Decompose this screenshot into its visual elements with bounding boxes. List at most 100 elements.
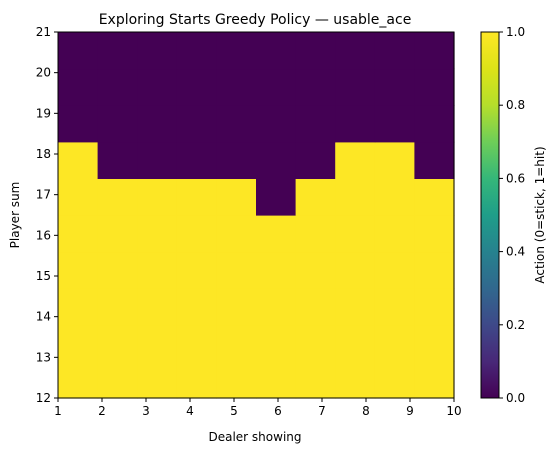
x-tick-label: 3: [142, 404, 150, 418]
heatmap-cell: [176, 251, 217, 289]
heatmap-cell: [374, 141, 415, 179]
heatmap-cell: [335, 324, 376, 362]
heatmap-plot-area: [58, 32, 455, 399]
heatmap-cell: [216, 361, 257, 399]
heatmap-cell: [335, 141, 376, 179]
y-tick-label: 14: [36, 310, 51, 324]
heatmap-cell: [256, 105, 297, 143]
heatmap-cell: [137, 105, 178, 143]
heatmap-cell: [97, 32, 138, 70]
heatmap-cell: [97, 105, 138, 143]
heatmap-cell: [295, 68, 336, 106]
heatmap-cell: [295, 141, 336, 179]
heatmap-cell: [137, 361, 178, 399]
colorbar-ticks: 0.0 0.2 0.4 0.6 0.8 1.0: [499, 25, 525, 405]
heatmap-cell: [335, 251, 376, 289]
heatmap-cell: [97, 361, 138, 399]
heatmap-cell: [374, 361, 415, 399]
heatmap-cell: [58, 178, 99, 216]
heatmap-cell: [97, 288, 138, 326]
heatmap-cell: [137, 324, 178, 362]
y-tick-label: 17: [36, 188, 51, 202]
x-tick-label: 7: [318, 404, 326, 418]
heatmap-cell: [335, 68, 376, 106]
heatmap-cell: [414, 215, 455, 253]
heatmap-cell: [374, 68, 415, 106]
heatmap-cell: [256, 215, 297, 253]
y-tick-label: 15: [36, 269, 51, 283]
x-tick-label: 9: [406, 404, 414, 418]
heatmap-cell: [256, 361, 297, 399]
heatmap-cell: [256, 324, 297, 362]
heatmap-cell: [414, 141, 455, 179]
heatmap-cell: [137, 178, 178, 216]
heatmap-cell: [374, 178, 415, 216]
heatmap-cell: [256, 178, 297, 216]
heatmap-cell: [176, 288, 217, 326]
heatmap-cell: [58, 324, 99, 362]
heatmap-cell: [97, 215, 138, 253]
heatmap-cell: [216, 324, 257, 362]
y-tick-label: 16: [36, 228, 51, 242]
heatmap-cell: [295, 178, 336, 216]
heatmap-cell: [256, 141, 297, 179]
colorbar-label: Action (0=stick, 1=hit): [533, 146, 547, 283]
heatmap-cell: [176, 68, 217, 106]
heatmap-cell: [335, 32, 376, 70]
heatmap-cell: [176, 178, 217, 216]
heatmap-cell: [137, 68, 178, 106]
heatmap-cell: [137, 288, 178, 326]
heatmap-cell: [176, 361, 217, 399]
heatmap-cell: [216, 141, 257, 179]
heatmap-cell: [97, 324, 138, 362]
y-axis-ticks: 12 13 14 15 16 17 18 19 20 21: [36, 25, 58, 405]
heatmap-cell: [97, 141, 138, 179]
x-tick-label: 8: [362, 404, 370, 418]
x-tick-label: 5: [230, 404, 238, 418]
heatmap-cell: [58, 251, 99, 289]
heatmap-cell: [414, 32, 455, 70]
heatmap-cell: [295, 251, 336, 289]
y-tick-label: 12: [36, 391, 51, 405]
heatmap-cell: [256, 68, 297, 106]
y-tick-label: 21: [36, 25, 51, 39]
heatmap-cell: [374, 215, 415, 253]
heatmap-cell: [256, 32, 297, 70]
x-axis-label: Dealer showing: [208, 430, 301, 444]
heatmap-cell: [137, 141, 178, 179]
x-tick-label: 10: [446, 404, 461, 418]
y-tick-label: 19: [36, 106, 51, 120]
x-tick-label: 6: [274, 404, 282, 418]
y-tick-label: 13: [36, 350, 51, 364]
heatmap-cell: [58, 105, 99, 143]
heatmap-cell: [216, 68, 257, 106]
colorbar-tick-label: 0.8: [506, 98, 525, 112]
heatmap-cell: [216, 288, 257, 326]
heatmap-cell: [295, 32, 336, 70]
heatmap-cell: [335, 215, 376, 253]
heatmap-cell: [335, 105, 376, 143]
heatmap-cell: [374, 324, 415, 362]
heatmap-cell: [216, 32, 257, 70]
chart-title: Exploring Starts Greedy Policy — usable_…: [99, 12, 412, 28]
heatmap-cell: [58, 32, 99, 70]
x-tick-label: 2: [98, 404, 106, 418]
heatmap-cell: [216, 178, 257, 216]
colorbar: [480, 31, 500, 399]
colorbar-tick-label: 0.4: [506, 245, 525, 259]
heatmap-cell: [176, 215, 217, 253]
colorbar-tick-label: 0.2: [506, 318, 525, 332]
heatmap-cell: [295, 215, 336, 253]
heatmap-cell: [216, 251, 257, 289]
heatmap-cell: [216, 105, 257, 143]
heatmap-cell: [58, 68, 99, 106]
heatmap-cell: [176, 141, 217, 179]
y-tick-label: 18: [36, 147, 51, 161]
heatmap-cell: [97, 68, 138, 106]
heatmap-cell: [374, 251, 415, 289]
heatmap-cell: [295, 288, 336, 326]
heatmap-cell: [137, 251, 178, 289]
heatmap-cell: [374, 32, 415, 70]
colorbar-tick-label: 1.0: [506, 25, 525, 39]
